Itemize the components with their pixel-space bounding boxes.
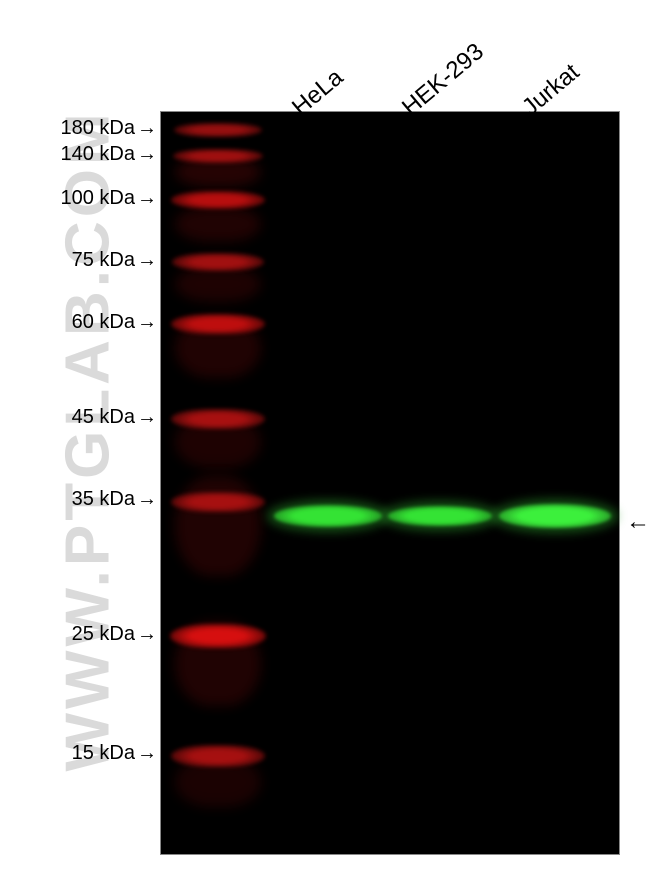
mw-label-text: 35 kDa [72, 488, 135, 510]
arrow-right-icon: → [137, 249, 157, 272]
arrow-right-icon: → [137, 488, 157, 511]
mw-label: 180 kDa→ [61, 117, 158, 140]
mw-label: 100 kDa→ [61, 187, 158, 210]
blot-figure: WWW.PTGLAB.COM 180 kDa→140 kDa→100 kDa→7… [0, 0, 650, 889]
arrow-right-icon: → [137, 623, 157, 646]
arrow-right-icon: → [137, 406, 157, 429]
ladder-band [172, 253, 264, 271]
ladder-haze [175, 476, 261, 576]
arrow-right-icon: → [137, 742, 157, 765]
mw-label: 15 kDa→ [72, 742, 157, 765]
lane-label: HEK-293 [397, 38, 490, 122]
ladder-band [171, 745, 265, 767]
mw-label: 140 kDa→ [61, 143, 158, 166]
mw-label-text: 180 kDa [61, 117, 136, 139]
mw-label: 45 kDa→ [72, 406, 157, 429]
target-band [388, 506, 492, 526]
target-band [499, 504, 611, 528]
mw-label-text: 100 kDa [61, 187, 136, 209]
ladder-haze [175, 206, 261, 242]
ladder-band [173, 149, 263, 163]
mw-label: 25 kDa→ [72, 623, 157, 646]
ladder-band [170, 624, 266, 648]
ladder-band [171, 492, 265, 512]
arrow-right-icon: → [137, 187, 157, 210]
ladder-band [171, 191, 265, 209]
arrow-right-icon: → [137, 311, 157, 334]
target-band [274, 505, 382, 527]
mw-label-text: 140 kDa [61, 143, 136, 165]
mw-label-text: 15 kDa [72, 742, 135, 764]
ladder-haze [175, 266, 261, 302]
mw-label-text: 45 kDa [72, 406, 135, 428]
target-arrow: ← [626, 508, 650, 536]
ladder-band [171, 409, 265, 429]
mw-label-text: 60 kDa [72, 311, 135, 333]
mw-label: 75 kDa→ [72, 249, 157, 272]
arrow-right-icon: → [137, 117, 157, 140]
mw-label-text: 25 kDa [72, 623, 135, 645]
ladder-band [174, 123, 262, 137]
mw-label: 35 kDa→ [72, 488, 157, 511]
mw-label-text: 75 kDa [72, 249, 135, 271]
ladder-band [171, 314, 265, 334]
arrow-right-icon: → [137, 143, 157, 166]
mw-label: 60 kDa→ [72, 311, 157, 334]
